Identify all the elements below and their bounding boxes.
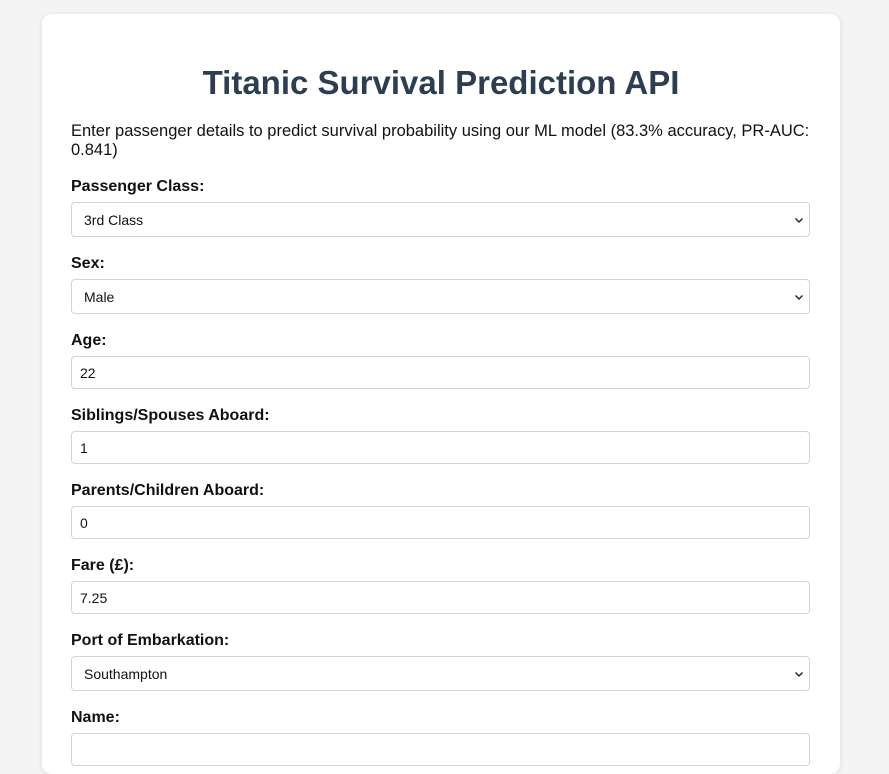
pclass-selected-value: 3rd Class	[84, 211, 144, 228]
parch-label: Parents/Children Aboard:	[71, 482, 265, 499]
sibsp-label: Siblings/Spouses Aboard:	[71, 407, 270, 424]
fare-label: Fare (£):	[71, 557, 135, 574]
sibsp-field: Siblings/Spouses Aboard:	[71, 406, 811, 464]
sex-select[interactable]: Male	[71, 279, 810, 314]
pclass-field: Passenger Class: 3rd Class	[71, 177, 811, 237]
sex-selected-value: Male	[84, 288, 115, 305]
age-label: Age:	[71, 332, 107, 349]
chevron-down-icon	[795, 217, 803, 223]
name-field: Name:	[71, 708, 811, 766]
chevron-down-icon	[795, 671, 803, 677]
sex-label: Sex:	[71, 255, 105, 272]
sibsp-input[interactable]	[71, 431, 810, 464]
prediction-form-card: Titanic Survival Prediction API Enter pa…	[42, 14, 840, 774]
chevron-down-icon	[795, 294, 803, 300]
name-label: Name:	[71, 709, 120, 726]
fare-field: Fare (£):	[71, 556, 811, 614]
embarked-label: Port of Embarkation:	[71, 632, 230, 649]
embarked-select[interactable]: Southampton	[71, 656, 810, 691]
page-description: Enter passenger details to predict survi…	[71, 122, 810, 159]
parch-input[interactable]	[71, 506, 810, 539]
parch-field: Parents/Children Aboard:	[71, 481, 811, 539]
sex-field: Sex: Male	[71, 254, 811, 314]
fare-input[interactable]	[71, 581, 810, 614]
embarked-field: Port of Embarkation: Southampton	[71, 631, 811, 691]
age-field: Age:	[71, 331, 811, 389]
page-title: Titanic Survival Prediction API	[202, 64, 680, 101]
name-input[interactable]	[71, 733, 810, 766]
pclass-label: Passenger Class:	[71, 178, 205, 195]
age-input[interactable]	[71, 356, 810, 389]
embarked-selected-value: Southampton	[84, 665, 168, 682]
pclass-select[interactable]: 3rd Class	[71, 202, 810, 237]
